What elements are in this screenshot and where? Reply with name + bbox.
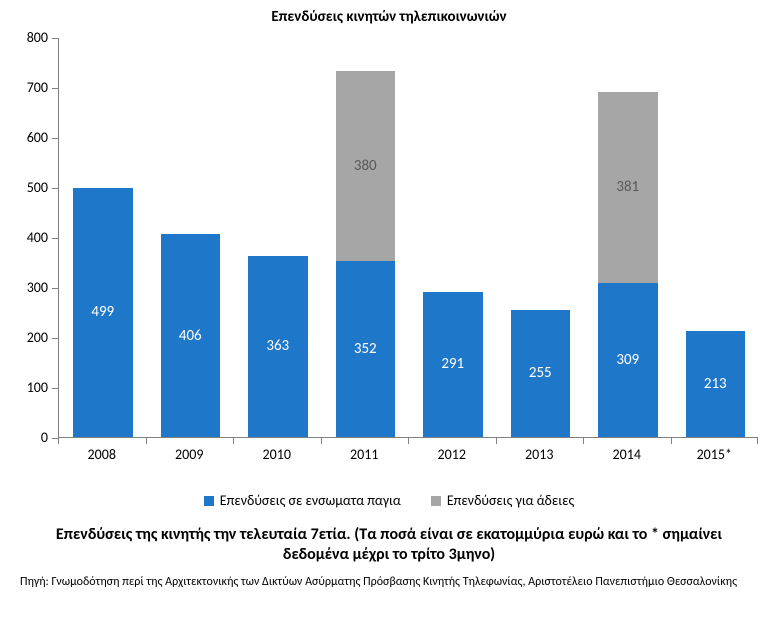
y-tick-mark bbox=[52, 188, 58, 189]
bar-segment: 381 bbox=[598, 92, 658, 283]
bar-segment: 352 bbox=[336, 261, 396, 437]
y-tick-mark bbox=[52, 388, 58, 389]
y-tick-label: 500 bbox=[8, 179, 48, 196]
bar-value-label: 352 bbox=[354, 340, 377, 358]
x-tick-mark bbox=[146, 438, 147, 444]
plot-area: 499 406 363 352 380 291 255 309 381 213 bbox=[58, 38, 758, 438]
x-tick-label: 2011 bbox=[321, 446, 409, 463]
bar-segment: 363 bbox=[248, 256, 308, 438]
legend-label: Επενδύσεις σε ενσωματα παγια bbox=[220, 492, 401, 509]
x-tick-mark bbox=[671, 438, 672, 444]
bar-group: 255 bbox=[511, 38, 571, 437]
x-tick-mark bbox=[408, 438, 409, 444]
y-tick-label: 700 bbox=[8, 79, 48, 96]
y-tick-mark bbox=[52, 238, 58, 239]
bar-segment: 291 bbox=[423, 292, 483, 438]
x-tick-mark bbox=[233, 438, 234, 444]
bar-value-label: 255 bbox=[529, 364, 552, 382]
y-tick-label: 200 bbox=[8, 329, 48, 346]
y-tick-label: 800 bbox=[8, 29, 48, 46]
chart-container: Επενδύσεις κινητών τηλεπικοινωνιών 49940… bbox=[0, 0, 778, 630]
x-tick-mark bbox=[58, 438, 59, 444]
bar-group: 309 381 bbox=[598, 38, 658, 437]
bar-segment: 255 bbox=[511, 310, 571, 438]
bar-segment: 309 bbox=[598, 283, 658, 438]
x-tick-label: 2009 bbox=[146, 446, 234, 463]
x-tick-mark bbox=[321, 438, 322, 444]
bar-segment: 499 bbox=[73, 188, 133, 438]
bar-value-label: 309 bbox=[616, 351, 639, 369]
x-tick-mark bbox=[583, 438, 584, 444]
x-tick-label: 2012 bbox=[408, 446, 496, 463]
source-text: Πηγή: Γνωμοδότηση περί της Αρχιτεκτονική… bbox=[0, 575, 778, 590]
bar-value-label: 381 bbox=[616, 178, 639, 196]
x-tick-label: 2013 bbox=[496, 446, 584, 463]
y-tick-label: 0 bbox=[8, 429, 48, 446]
legend-item: Επενδύσεις σε ενσωματα παγια bbox=[204, 492, 401, 509]
bar-group: 352 380 bbox=[336, 38, 396, 437]
bar-group: 406 bbox=[161, 38, 221, 437]
y-tick-mark bbox=[52, 288, 58, 289]
x-tick-mark bbox=[757, 438, 758, 444]
bar-group: 291 bbox=[423, 38, 483, 437]
bar-value-label: 499 bbox=[91, 303, 114, 321]
y-tick-mark bbox=[52, 338, 58, 339]
bar-value-label: 213 bbox=[704, 375, 727, 393]
x-tick-label: 2014 bbox=[583, 446, 671, 463]
bar-value-label: 363 bbox=[266, 337, 289, 355]
x-tick-label: 2010 bbox=[233, 446, 321, 463]
legend-swatch bbox=[431, 496, 441, 506]
bar-segment: 213 bbox=[686, 331, 746, 438]
x-tick-mark bbox=[496, 438, 497, 444]
bar-segment: 380 bbox=[336, 71, 396, 261]
bar-value-label: 291 bbox=[441, 355, 464, 373]
bar-value-label: 380 bbox=[354, 157, 377, 175]
y-tick-label: 100 bbox=[8, 379, 48, 396]
bar-group: 363 bbox=[248, 38, 308, 437]
y-tick-mark bbox=[52, 138, 58, 139]
y-tick-label: 400 bbox=[8, 229, 48, 246]
y-tick-mark bbox=[52, 88, 58, 89]
legend-item: Επενδύσεις για άδειες bbox=[431, 492, 574, 509]
y-tick-label: 300 bbox=[8, 279, 48, 296]
legend-label: Επενδύσεις για άδειες bbox=[447, 492, 574, 509]
bar-group: 213 bbox=[686, 38, 746, 437]
caption: Επενδύσεις της κινητής την τελευταία 7ετ… bbox=[0, 525, 778, 565]
bar-value-label: 406 bbox=[179, 327, 202, 345]
bar-group: 499 bbox=[73, 38, 133, 437]
x-tick-label: 2015* bbox=[671, 446, 759, 463]
legend: Επενδύσεις σε ενσωματα παγια Επενδύσεις γ… bbox=[0, 492, 778, 509]
bar-segment: 406 bbox=[161, 234, 221, 437]
y-tick-mark bbox=[52, 38, 58, 39]
y-tick-label: 600 bbox=[8, 129, 48, 146]
x-tick-label: 2008 bbox=[58, 446, 146, 463]
chart-area: 499 406 363 352 380 291 255 309 381 213 0 100 200 30… bbox=[0, 0, 778, 498]
legend-swatch bbox=[204, 496, 214, 506]
